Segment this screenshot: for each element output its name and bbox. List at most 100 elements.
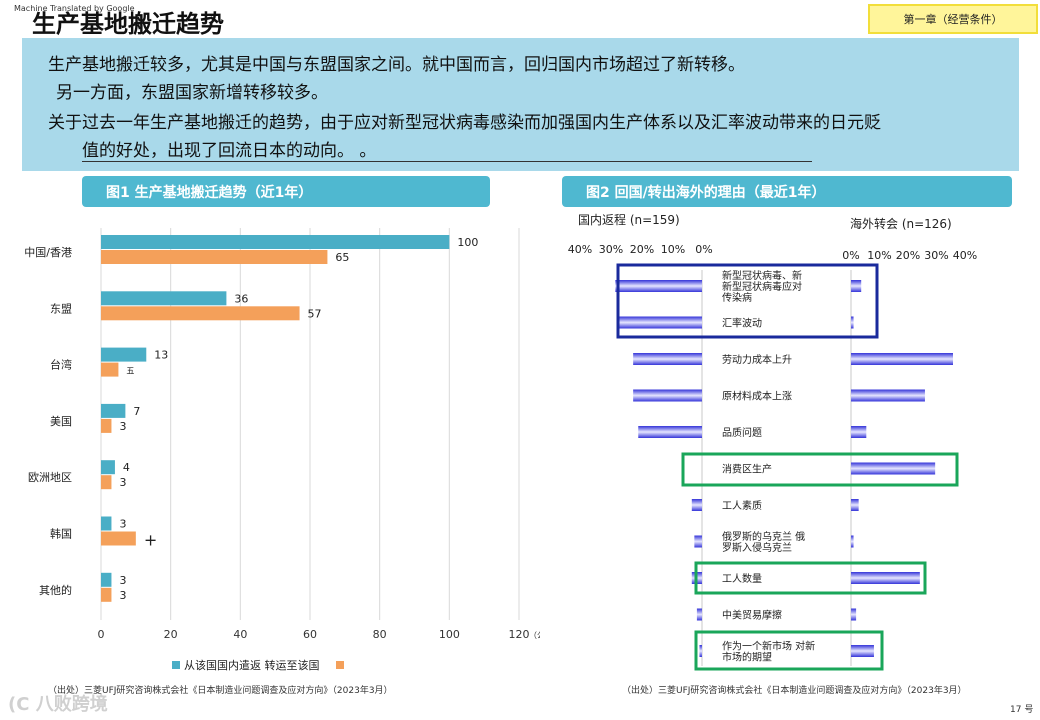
left-axis-title: 国内返程 (n=159) (578, 212, 680, 227)
page-title: 生产基地搬迁趋势 (32, 10, 224, 38)
bar-value-label: 57 (308, 307, 322, 320)
left-bar (617, 316, 702, 329)
fig2-header: 图2 回国/转出海外的理由（最近1年） (562, 176, 1012, 207)
category-label: 美国 (50, 415, 72, 428)
category-label: 中国/香港 (24, 246, 72, 259)
right-axis-title: 海外转会 (n=126) (850, 216, 952, 231)
reason-label: 市场的期望 (722, 651, 772, 664)
left-tick-label: 0% (695, 243, 712, 256)
left-bar (691, 499, 702, 511)
left-bar (638, 426, 702, 438)
left-bar (696, 608, 702, 621)
reason-label: 消费区生产 (722, 463, 772, 476)
reason-label: 传染病 (722, 291, 752, 304)
highlight-box-4 (694, 630, 884, 671)
right-bar (851, 645, 874, 657)
right-bar (851, 535, 854, 548)
x-tick-label: 0 (98, 628, 105, 641)
bar-value-label: + (144, 531, 157, 550)
right-tick-label: 20% (896, 249, 920, 262)
right-tick-label: 10% (867, 249, 891, 262)
left-tick-label: 40% (568, 243, 592, 256)
x-tick-label: 40 (233, 628, 247, 641)
bar-overseas-transfer (101, 418, 112, 433)
reason-label: 工人数量 (722, 572, 762, 585)
bar-value-label: 3 (119, 518, 126, 531)
right-bar (851, 572, 920, 584)
bar-domestic-return (101, 235, 450, 249)
right-bar (851, 389, 925, 402)
reason-label: 罗斯入侵乌克兰 (722, 541, 792, 554)
category-label: 欧洲地区 (28, 471, 72, 484)
bar-value-label: 3 (119, 574, 126, 587)
bar-overseas-transfer (101, 362, 119, 377)
bar-value-label: 3 (119, 476, 126, 489)
reason-label: 新型冠状病毒、新 (722, 269, 802, 282)
category-label: 其他的 (39, 583, 72, 597)
reason-label: 品质问题 (722, 426, 762, 439)
x-tick-label: 20 (164, 628, 178, 641)
summary-line-2: 另一方面，东盟国家新增转移较多。 (56, 83, 328, 103)
reason-label: 新型冠状病毒应对 (722, 280, 802, 293)
reason-label: 原材料成本上涨 (722, 390, 792, 403)
fig1-header: 图1 生产基地搬迁趋势（近1年） (82, 176, 490, 207)
summary-line-4: 值的好处，出现了回流日本的动向。 。 (82, 136, 812, 162)
bar-value-label: 4 (123, 461, 130, 474)
fig1-bar-chart: 0 20 40 60 80 100 120（公司） 中国/香港 100 65 东盟 36 57 台湾 13 五… (24, 228, 540, 672)
bar-domestic-return (101, 403, 126, 418)
legend-label: 从该国国内遣返 转运至该国 (184, 658, 320, 672)
left-tick-label: 30% (599, 243, 623, 256)
right-bar (851, 608, 857, 621)
fig2-butterfly-chart: 国内返程 (n=159) 海外转会 (n=126) 40% 30% 20% 10% 0% 0%… (568, 212, 977, 671)
x-unit-label: （公司） (529, 631, 540, 640)
category-label: 东盟 (50, 302, 72, 315)
right-tick-label: 0% (842, 249, 859, 262)
right-bar (851, 426, 867, 438)
bar-value-label: 五 (126, 367, 134, 376)
right-bar (851, 280, 862, 292)
reason-label: 俄罗斯的乌克兰 俄 (722, 530, 805, 543)
right-bar (851, 353, 953, 365)
summary-line-3: 关于过去一年生产基地搬迁的趋势，由于应对新型冠状病毒感染而加强国内生产体系以及汇… (48, 113, 881, 133)
left-bar (633, 389, 702, 402)
x-tick-label: 60 (303, 628, 317, 641)
bar-overseas-transfer (101, 306, 300, 321)
right-bar (851, 316, 854, 329)
bar-domestic-return (101, 347, 147, 362)
bar-domestic-return (101, 516, 112, 531)
left-tick-label: 20% (630, 243, 654, 256)
left-bar (694, 535, 702, 548)
reason-label: 作为一个新市场 对新 (722, 640, 815, 653)
left-bar (633, 353, 702, 365)
right-bar (851, 499, 859, 511)
bar-value-label: 7 (133, 405, 140, 418)
reason-label: 汇率波动 (722, 317, 762, 330)
highlight-box-3 (694, 561, 927, 595)
bar-domestic-return (101, 460, 115, 475)
bar-domestic-return (101, 291, 227, 306)
source-note-right: （出处）三菱UFJ研究咨询株式会社《日本制造业问题调查及应对方向》（2023年3… (622, 686, 967, 696)
summary-box: 生产基地搬迁较多，尤其是中国与东盟国家之间。就中国而言，回归国内市场超过了新转移… (22, 38, 1019, 171)
page-number: 17 号 (1010, 705, 1034, 715)
reason-label: 中美贸易摩擦 (722, 609, 782, 622)
left-bar (699, 645, 702, 657)
bar-overseas-transfer (101, 250, 328, 264)
x-tick-label: 100 (439, 628, 460, 641)
category-label: 韩国 (50, 527, 72, 541)
bar-value-label: 3 (119, 589, 126, 602)
bar-overseas-transfer (101, 475, 112, 490)
bar-overseas-transfer (101, 587, 112, 602)
bar-overseas-transfer (101, 531, 136, 546)
category-label: 台湾 (50, 358, 72, 372)
left-tick-label: 10% (661, 243, 685, 256)
right-tick-label: 30% (924, 249, 948, 262)
chapter-badge: 第一章（经营条件） (868, 4, 1038, 34)
right-bar (851, 462, 936, 475)
highlight-box-2 (681, 452, 959, 487)
left-bar (615, 280, 702, 292)
x-tick-label: 120 (509, 628, 530, 641)
highlight-box-1 (616, 263, 879, 339)
bar-value-label: 3 (119, 420, 126, 433)
legend-swatch-domestic (172, 661, 180, 669)
reason-label: 工人素质 (722, 499, 762, 512)
